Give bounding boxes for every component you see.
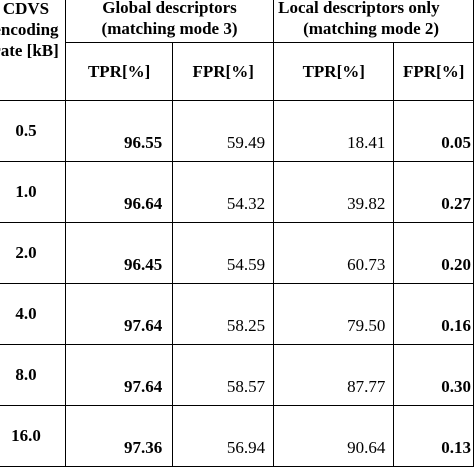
local-header-line-2: (matching mode 2) [303, 19, 440, 38]
global-header-line-2: (matching mode 3) [101, 19, 238, 38]
global-descriptors-header: Global descriptors (matching mode 3) [64, 0, 275, 43]
rate-column-header: CDVS encoding rate [kB] [0, 0, 66, 101]
local-fpr-cell: 0.16 [393, 283, 474, 345]
local-tpr-cell: 79.50 [273, 283, 395, 345]
local-fpr-cell: 0.20 [393, 222, 474, 284]
rate-header-line-3: rate [kB] [0, 41, 59, 60]
rate-cell: 0.5 [0, 100, 66, 162]
global-tpr-cell: 97.64 [64, 283, 174, 345]
global-tpr-cell: 96.45 [64, 222, 174, 284]
global-fpr-cell: 56.94 [172, 405, 275, 467]
rate-cell: 16.0 [0, 405, 66, 467]
table-row: 0.5 96.55 59.49 18.41 0.05 [0, 100, 474, 162]
rate-cell: 2.0 [0, 222, 66, 284]
global-tpr-cell: 97.36 [64, 405, 174, 467]
global-fpr-cell: 59.49 [172, 100, 275, 162]
local-fpr-header: FPR[%] [393, 42, 474, 101]
rate-cell: 4.0 [0, 283, 66, 345]
local-tpr-cell: 90.64 [273, 405, 395, 467]
local-descriptors-header: Local descriptors only (matching mode 2) [273, 0, 474, 43]
rate-header-line-1: CDVS [2, 0, 50, 18]
local-tpr-cell: 18.41 [273, 100, 395, 162]
global-fpr-header: FPR[%] [172, 42, 275, 101]
global-fpr-cell: 58.25 [172, 283, 275, 345]
local-header-line-1: Local descriptors only [278, 0, 440, 17]
table-row: 1.0 96.64 54.32 39.82 0.27 [0, 161, 474, 223]
local-fpr-cell: 0.13 [393, 405, 474, 467]
local-tpr-cell: 87.77 [273, 344, 395, 406]
rate-header-line-2: encoding [0, 20, 59, 39]
global-tpr-header: TPR[%] [64, 42, 174, 101]
local-tpr-cell: 60.73 [273, 222, 395, 284]
global-fpr-cell: 54.59 [172, 222, 275, 284]
global-tpr-cell: 97.64 [64, 344, 174, 406]
global-tpr-cell: 96.55 [64, 100, 174, 162]
local-fpr-cell: 0.30 [393, 344, 474, 406]
rate-cell: 8.0 [0, 344, 66, 406]
global-tpr-cell: 96.64 [64, 161, 174, 223]
local-tpr-cell: 39.82 [273, 161, 395, 223]
table-row: 16.0 97.36 56.94 90.64 0.13 [0, 405, 474, 467]
local-fpr-cell: 0.05 [393, 100, 474, 162]
table-row: 8.0 97.64 58.57 87.77 0.30 [0, 344, 474, 406]
header-row-groups: CDVS encoding rate [kB] Global descripto… [0, 0, 474, 101]
header-row-metrics: TPR[%] FPR[%] TPR[%] FPR[%] [0, 42, 474, 101]
global-fpr-cell: 58.57 [172, 344, 275, 406]
local-tpr-header: TPR[%] [273, 42, 395, 101]
global-fpr-cell: 54.32 [172, 161, 275, 223]
table-row: 4.0 97.64 58.25 79.50 0.16 [0, 283, 474, 345]
global-header-line-1: Global descriptors [102, 0, 237, 17]
table-row: 2.0 96.45 54.59 60.73 0.20 [0, 222, 474, 284]
rate-cell: 1.0 [0, 161, 66, 223]
local-fpr-cell: 0.27 [393, 161, 474, 223]
